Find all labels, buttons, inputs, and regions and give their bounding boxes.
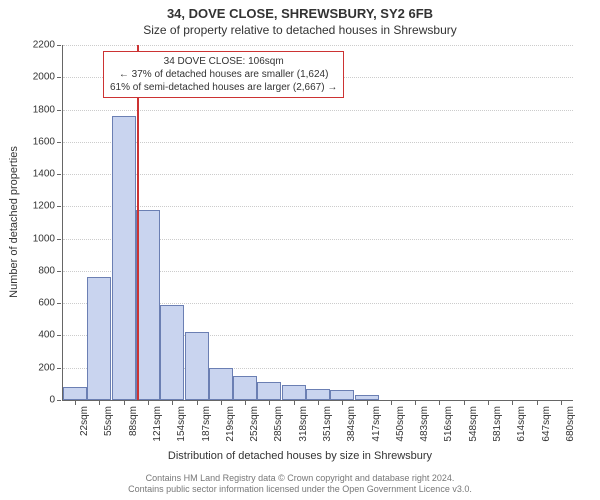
info-box: 34 DOVE CLOSE: 106sqm← 37% of detached h… [103, 51, 344, 98]
x-tick [367, 400, 368, 405]
x-tick-label: 318sqm [298, 406, 309, 442]
y-tick-label: 1200 [33, 201, 55, 212]
plot-area: 0200400600800100012001400160018002000220… [62, 45, 573, 401]
x-tick [318, 400, 319, 405]
y-tick-label: 0 [49, 395, 55, 406]
x-tick-label: 252sqm [249, 406, 260, 442]
y-axis-label: Number of detached properties [8, 146, 20, 298]
y-tick [57, 239, 61, 240]
y-tick [57, 335, 61, 336]
y-tick-label: 200 [38, 362, 55, 373]
x-tick [148, 400, 149, 405]
x-tick-label: 55sqm [103, 406, 114, 436]
x-tick-label: 351sqm [322, 406, 333, 442]
x-tick-label: 581sqm [492, 406, 503, 442]
x-tick-label: 88sqm [128, 406, 139, 436]
x-tick [561, 400, 562, 405]
x-tick [464, 400, 465, 405]
footer-line1: Contains HM Land Registry data © Crown c… [0, 473, 600, 485]
x-tick [221, 400, 222, 405]
histogram-bar [136, 210, 160, 400]
histogram-bar [233, 376, 257, 400]
x-tick-label: 417sqm [371, 406, 382, 442]
y-tick-label: 1000 [33, 233, 55, 244]
y-tick [57, 110, 61, 111]
footer-line2: Contains public sector information licen… [0, 484, 600, 496]
x-tick [99, 400, 100, 405]
histogram-bar [160, 305, 184, 400]
histogram-bar [87, 277, 111, 400]
y-tick [57, 142, 61, 143]
x-tick [245, 400, 246, 405]
histogram-bar [330, 390, 354, 400]
y-tick [57, 368, 61, 369]
x-tick-label: 219sqm [225, 406, 236, 442]
x-tick-label: 614sqm [516, 406, 527, 442]
histogram-bar [63, 387, 87, 400]
info-box-line3: 61% of semi-detached houses are larger (… [110, 81, 337, 94]
gridline [63, 174, 573, 175]
x-tick [512, 400, 513, 405]
x-tick-label: 647sqm [541, 406, 552, 442]
y-tick-label: 400 [38, 330, 55, 341]
histogram-bar [257, 382, 281, 400]
y-tick [57, 77, 61, 78]
x-tick-label: 285sqm [273, 406, 284, 442]
x-tick-label: 450sqm [395, 406, 406, 442]
x-tick [439, 400, 440, 405]
histogram-bar [112, 116, 136, 400]
page-title: 34, DOVE CLOSE, SHREWSBURY, SY2 6FB [0, 0, 600, 21]
x-tick-label: 22sqm [79, 406, 90, 436]
x-tick [124, 400, 125, 405]
y-tick-label: 600 [38, 298, 55, 309]
y-tick-label: 1400 [33, 169, 55, 180]
info-box-line1: 34 DOVE CLOSE: 106sqm [110, 55, 337, 68]
x-tick-label: 384sqm [346, 406, 357, 442]
x-tick [391, 400, 392, 405]
histogram-bar [282, 385, 306, 400]
x-tick [197, 400, 198, 405]
y-tick [57, 303, 61, 304]
x-tick [269, 400, 270, 405]
info-box-line2: ← 37% of detached houses are smaller (1,… [110, 68, 337, 81]
x-tick [172, 400, 173, 405]
gridline [63, 110, 573, 111]
y-tick-label: 1800 [33, 104, 55, 115]
x-axis-label: Distribution of detached houses by size … [0, 450, 600, 462]
x-tick [342, 400, 343, 405]
x-tick [75, 400, 76, 405]
gridline [63, 142, 573, 143]
y-tick-label: 2000 [33, 72, 55, 83]
histogram-bar [185, 332, 209, 400]
y-tick-label: 2200 [33, 40, 55, 51]
x-tick-label: 154sqm [176, 406, 187, 442]
x-tick [415, 400, 416, 405]
gridline [63, 45, 573, 46]
x-tick [488, 400, 489, 405]
gridline [63, 206, 573, 207]
page-subtitle: Size of property relative to detached ho… [0, 21, 600, 37]
x-tick-label: 483sqm [419, 406, 430, 442]
y-tick [57, 45, 61, 46]
x-tick-label: 548sqm [468, 406, 479, 442]
y-tick [57, 174, 61, 175]
chart-container: 34, DOVE CLOSE, SHREWSBURY, SY2 6FB Size… [0, 0, 600, 500]
y-tick-label: 800 [38, 265, 55, 276]
x-tick-label: 516sqm [443, 406, 454, 442]
x-tick-label: 121sqm [152, 406, 163, 442]
x-tick-label: 680sqm [565, 406, 576, 442]
x-tick-label: 187sqm [201, 406, 212, 442]
footer-attribution: Contains HM Land Registry data © Crown c… [0, 473, 600, 496]
y-tick [57, 400, 61, 401]
y-tick-label: 1600 [33, 136, 55, 147]
x-tick [537, 400, 538, 405]
histogram-bar [306, 389, 330, 400]
y-tick [57, 206, 61, 207]
property-marker-line [137, 45, 139, 400]
histogram-bar [209, 368, 233, 400]
y-tick [57, 271, 61, 272]
x-tick [294, 400, 295, 405]
